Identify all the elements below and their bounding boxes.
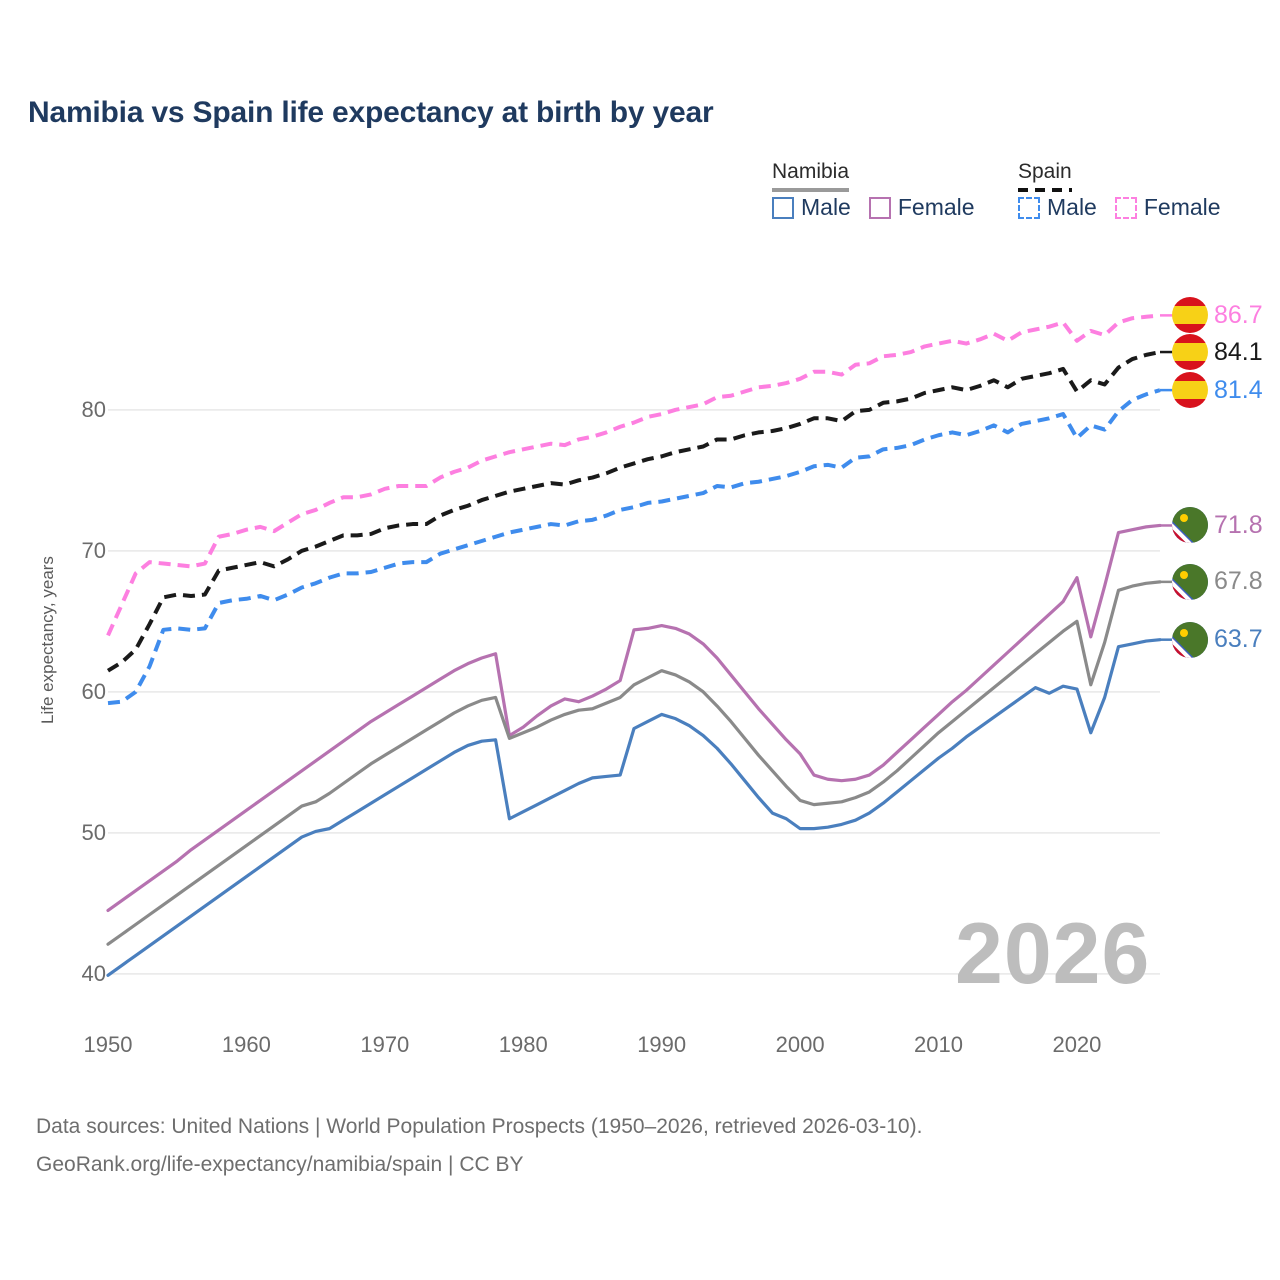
x-tick-label: 1960 (221, 1032, 271, 1057)
footer-line-sources: Data sources: United Nations | World Pop… (36, 1115, 923, 1138)
namibia-flag-icon (1172, 563, 1208, 600)
series-line-namibia-male (106, 638, 1162, 977)
legend-group-namibia: Namibia Male Female (772, 160, 975, 220)
end-label-namibia-female: 71.8 (1172, 507, 1263, 544)
legend-items-spain: Male Female (1018, 194, 1221, 221)
end-label-namibia-total: 67.8 (1172, 563, 1263, 600)
legend-country-spain: Spain (1018, 160, 1072, 183)
legend-group-spain: Spain Male Female (1018, 160, 1221, 220)
x-tick-label: 1980 (498, 1032, 548, 1057)
end-label-namibia-male: 63.7 (1172, 621, 1263, 658)
legend-label-namibia-male: Male (801, 194, 851, 220)
end-label-spain-female: 86.7 (1172, 297, 1263, 334)
series-line-namibia-total (106, 580, 1162, 946)
end-label-value: 86.7 (1214, 300, 1263, 329)
series-line-spain-male (107, 388, 1161, 706)
legend-item-spain-female[interactable]: Female (1114, 194, 1221, 221)
x-tick-label: 2000 (775, 1032, 825, 1057)
legend-item-spain-male[interactable]: Male (1018, 194, 1097, 221)
legend-item-namibia-female[interactable]: Female (868, 194, 975, 221)
chart-legend: Namibia Male Female Spain Male Female (760, 160, 1260, 245)
namibia-flag-icon (1172, 621, 1208, 658)
series-line-namibia-female (106, 523, 1162, 913)
end-label-value: 63.7 (1214, 625, 1263, 654)
legend-swatch-icon-namibia-female (868, 196, 891, 219)
legend-swatch-icon-spain-female (1114, 196, 1137, 219)
series-line-spain-total (106, 350, 1161, 673)
x-tick-label: 1950 (83, 1032, 133, 1057)
series-line-spain-female (106, 313, 1161, 637)
y-tick-label: 60 (81, 678, 106, 704)
spain-flag-icon (1172, 372, 1208, 409)
legend-country-namibia: Namibia (772, 160, 850, 183)
end-label-value: 67.8 (1214, 567, 1263, 596)
legend-swatch-icon-spain-male (1018, 196, 1040, 219)
end-label-spain-male: 81.4 (1172, 372, 1263, 409)
end-label-value: 81.4 (1214, 375, 1263, 404)
footer-line-url: GeoRank.org/life-expectancy/namibia/spai… (36, 1153, 524, 1176)
legend-label-spain-male: Male (1047, 194, 1097, 220)
footer-credits: Data sources: United Nations | World Pop… (36, 1108, 922, 1184)
legend-label-namibia-female: Female (897, 194, 975, 220)
namibia-flag-icon (1172, 507, 1208, 544)
end-label-value: 84.1 (1214, 337, 1263, 366)
x-tick-label: 1970 (360, 1032, 410, 1057)
legend-rule-spain (1018, 188, 1072, 192)
y-tick-label: 50 (81, 819, 106, 845)
y-tick-label: 80 (81, 396, 106, 422)
legend-item-namibia-male[interactable]: Male (772, 194, 851, 221)
x-tick-label: 1990 (637, 1032, 687, 1057)
end-label-value: 71.8 (1214, 510, 1263, 539)
year-watermark: 2026 (955, 906, 1151, 1002)
y-tick-label: 40 (81, 960, 106, 986)
spain-flag-icon (1172, 297, 1208, 334)
legend-items-namibia: Male Female (772, 194, 975, 221)
x-tick-label: 2010 (914, 1032, 963, 1057)
legend-rule-namibia (772, 188, 850, 192)
y-tick-label: 70 (81, 537, 106, 563)
legend-swatch-icon-namibia-male (772, 196, 794, 219)
end-label-spain-total: 84.1 (1172, 334, 1263, 371)
legend-label-spain-female: Female (1143, 194, 1221, 220)
x-tick-label: 2020 (1052, 1032, 1102, 1057)
page-title: Namibia vs Spain life expectancy at birt… (28, 96, 714, 129)
spain-flag-icon (1172, 334, 1208, 371)
